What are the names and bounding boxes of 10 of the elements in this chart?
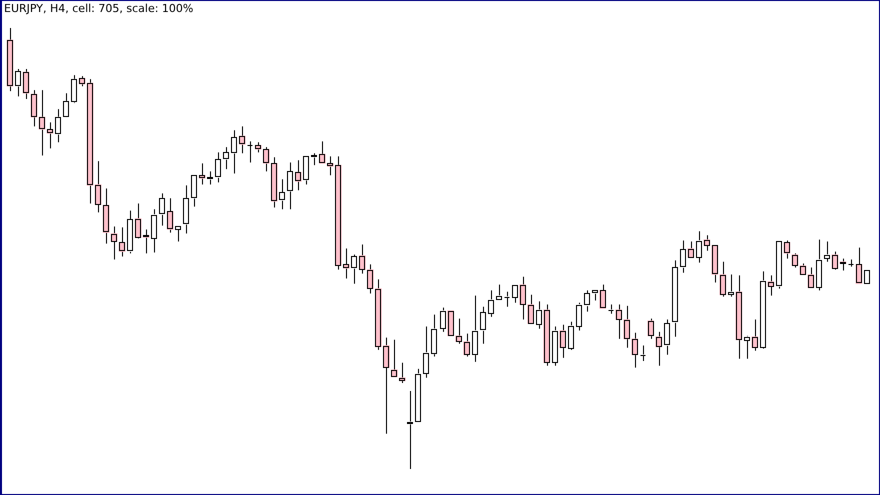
candlestick [655,331,662,366]
candlestick [238,126,246,154]
chart-title: EURJPY, H4, cell: 705, scale: 100% [4,2,194,15]
candlestick [278,178,286,210]
candlestick [391,339,398,378]
candlestick [399,362,406,384]
candlestick [174,225,182,242]
candlestick [110,226,118,260]
candlestick [102,188,110,244]
candlestick [647,318,654,340]
